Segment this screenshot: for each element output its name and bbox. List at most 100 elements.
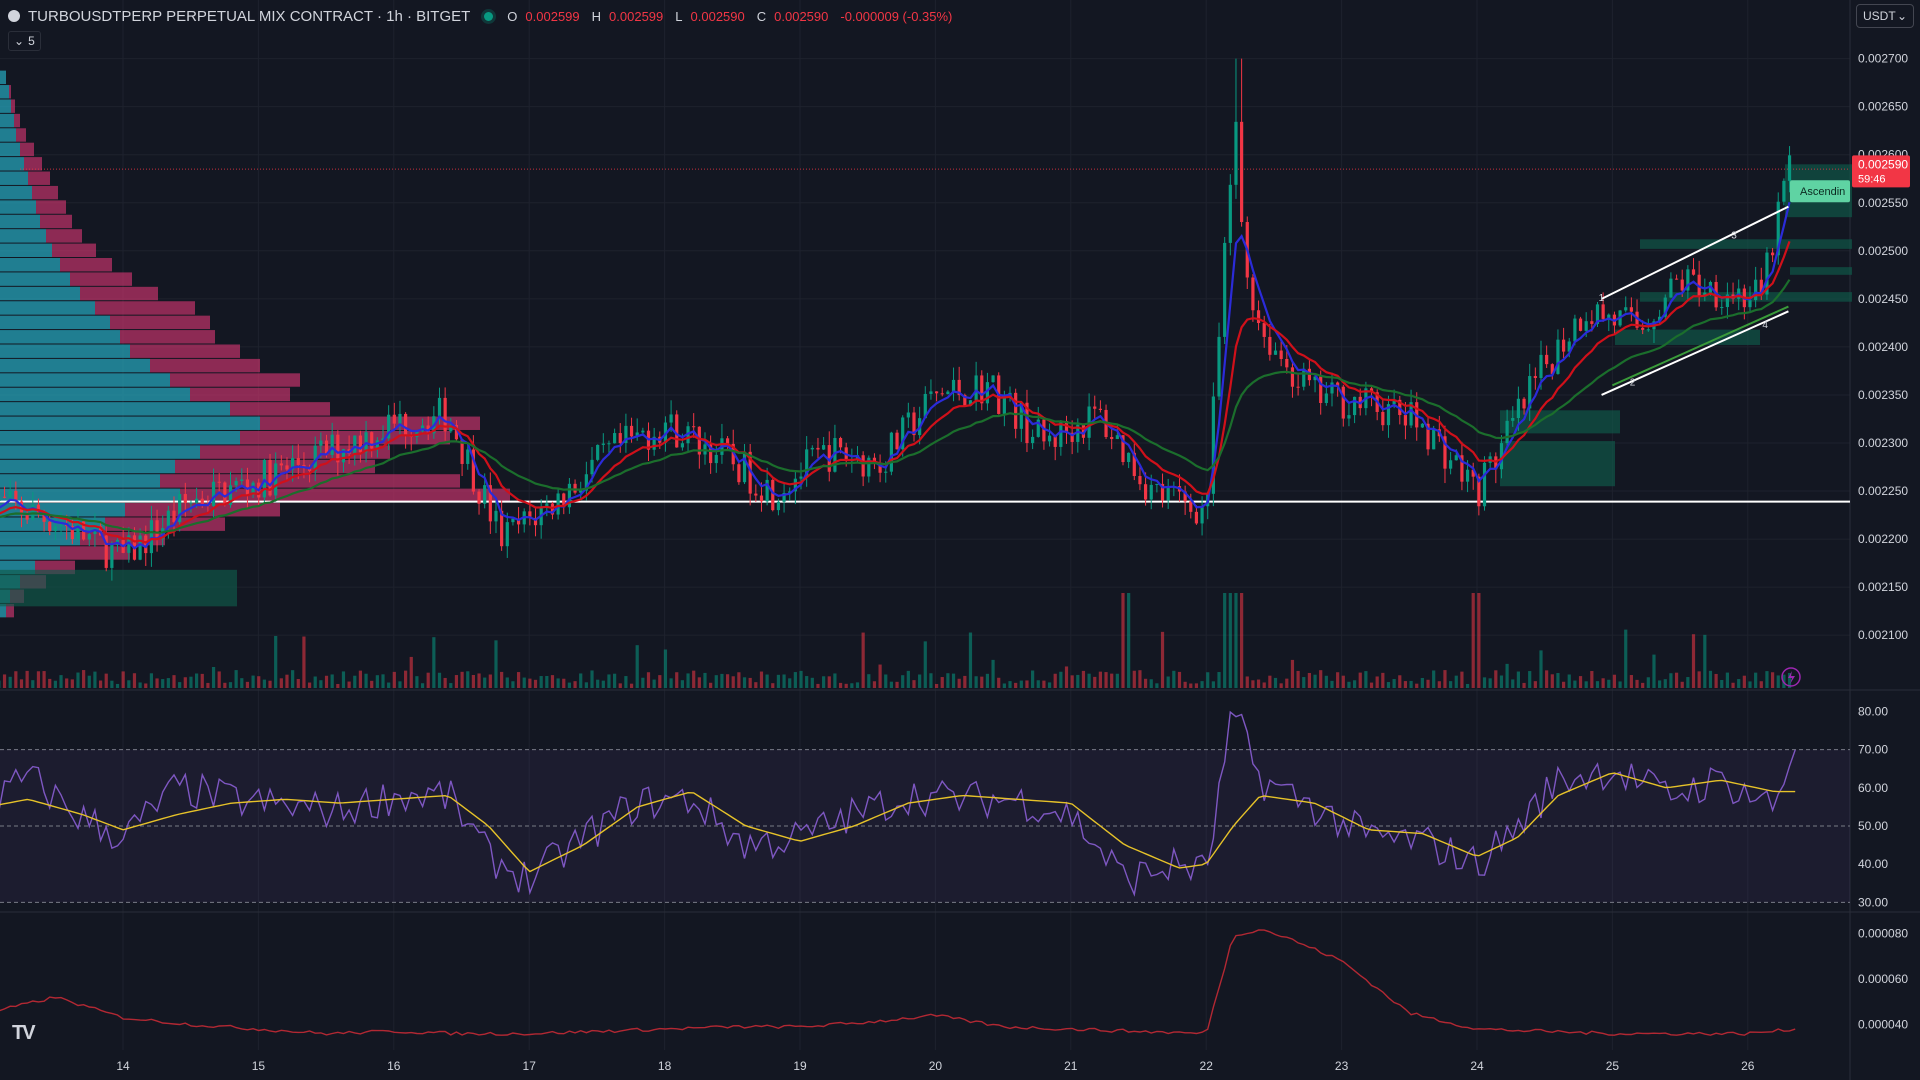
candle-body (1223, 242, 1227, 337)
candle-body (454, 425, 459, 440)
time-tick-label: 16 (387, 1059, 401, 1073)
volume-bar (2, 674, 7, 688)
volume-bar (957, 678, 961, 688)
volume-profile-up-bar (0, 330, 120, 344)
volume-bar (1578, 676, 1583, 688)
candle-body (59, 524, 63, 527)
chevron-down-icon: ⌄ (1896, 9, 1907, 23)
pattern-point-label: 2 (1630, 377, 1636, 388)
volume-bar (838, 682, 843, 688)
candle-body (652, 436, 656, 450)
candle-body (471, 449, 475, 492)
volume-bar (1008, 681, 1012, 688)
candle-body (1296, 386, 1300, 388)
volume-bar (302, 636, 306, 688)
volume-profile-down-bar (9, 85, 11, 99)
volume-bar (1471, 593, 1475, 688)
volume-bar (420, 683, 425, 688)
candle-body (867, 457, 871, 477)
candle-body (1319, 376, 1323, 404)
currency-select[interactable]: USDT ⌄ (1856, 4, 1914, 28)
volume-profile-down-bar (125, 503, 280, 517)
volume-bar (25, 670, 29, 688)
volume-bar (1149, 679, 1153, 688)
volume-profile-down-bar (110, 315, 210, 330)
volume-bar (1211, 681, 1215, 688)
volume-bar (1386, 682, 1391, 688)
candle-body (53, 526, 57, 532)
candle-body (1324, 393, 1328, 404)
volume-bar (443, 677, 447, 688)
candle-body (149, 520, 154, 554)
volume-profile-down-bar (190, 387, 290, 402)
volume-bar (59, 675, 63, 688)
candle-body (144, 535, 148, 554)
candle-body (1460, 455, 1464, 482)
candle-body (1110, 437, 1114, 440)
candle-body (974, 375, 978, 401)
market-status-icon (484, 11, 494, 21)
volume-bar (556, 678, 560, 688)
volume-bar (1415, 683, 1419, 688)
volume-bar (1047, 682, 1052, 688)
volume-bar (262, 679, 266, 688)
volume-bar (1528, 671, 1532, 688)
volume-profile-up-bar (0, 142, 20, 157)
candle-body (1624, 307, 1628, 311)
volume-bar (381, 674, 385, 688)
candle-body (516, 518, 521, 525)
candle-body (601, 443, 605, 445)
candle-body (980, 375, 984, 404)
volume-bar (912, 680, 916, 688)
candle-body (1787, 155, 1792, 181)
candle-body (1070, 432, 1074, 442)
price-tick-label: 0.002550 (1858, 196, 1908, 210)
volume-bar (1748, 681, 1752, 688)
candle-body (963, 395, 967, 406)
candle-body (494, 510, 498, 522)
time-tick-label: 18 (658, 1059, 672, 1073)
candle-body (1279, 350, 1283, 359)
moving-averages (0, 202, 1791, 550)
volume-bar (195, 673, 199, 688)
volume-bar (884, 674, 888, 688)
candle-body (579, 490, 583, 493)
volume-bar (409, 656, 413, 688)
volume-profile-down-bar (70, 272, 132, 286)
volume-bar (1042, 680, 1046, 688)
volume-profile-down-bar (28, 171, 50, 185)
candle-body (1691, 269, 1696, 275)
candle-body (884, 471, 888, 473)
open-label: O (507, 8, 518, 24)
volume-profile-down-bar (20, 142, 34, 157)
volume-bar (1482, 677, 1487, 688)
volume-bar (257, 676, 261, 688)
rsi-line (0, 710, 1796, 897)
candle-body (387, 414, 391, 439)
candle-body (1121, 435, 1125, 463)
volume-bar (1166, 676, 1170, 688)
volume-bar (1629, 675, 1633, 688)
volume-bar (8, 676, 12, 688)
candle-body (725, 438, 730, 444)
volume-profile-down-bar (40, 214, 72, 229)
candle-body (1341, 386, 1345, 419)
volume-bar (929, 673, 933, 688)
candle-body (629, 425, 634, 437)
volume-profile-up-bar (0, 430, 240, 445)
candle-body (1166, 486, 1170, 501)
collapse-indicators-button[interactable]: ⌄ 5 (8, 31, 41, 51)
close-label: C (756, 8, 767, 24)
candle-body (1014, 392, 1018, 429)
candle-body (25, 515, 29, 520)
rsi-tick-label: 70.00 (1858, 743, 1888, 757)
symbol-title[interactable]: TURBOUSDTPERP PERPETUAL MIX CONTRACT · 1… (28, 7, 471, 25)
candle-body (822, 445, 826, 450)
price-tick-label: 0.002700 (1858, 52, 1908, 66)
volume-bar (1680, 681, 1684, 688)
volume-bar (1375, 676, 1379, 688)
volume-bar (1432, 670, 1436, 688)
volume-bar (1364, 671, 1368, 688)
candle-body (1449, 460, 1453, 469)
